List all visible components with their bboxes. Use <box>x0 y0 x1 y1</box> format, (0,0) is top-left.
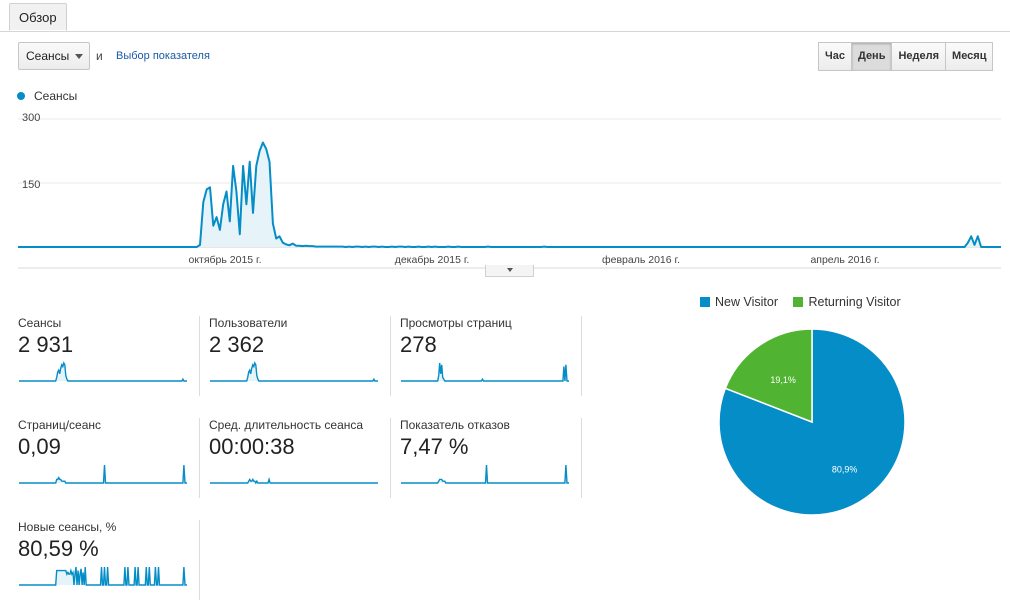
sparkline-line <box>19 361 187 382</box>
scorecard-label: Показатель отказов <box>400 418 510 432</box>
new-visitor-swatch-icon <box>700 297 710 307</box>
sparkline-line <box>401 464 569 484</box>
scorecard-value: 2 931 <box>18 332 74 357</box>
scorecard-bounce-rate[interactable]: Показатель отказов 7,47 % <box>400 418 582 498</box>
pie-legend-item: New Visitor <box>715 295 778 309</box>
chevron-down-icon <box>507 268 513 272</box>
granularity-month-button[interactable]: Месяц <box>945 42 994 71</box>
sparkline <box>19 361 187 382</box>
granularity-buttons: Час День Неделя Месяц <box>818 42 994 71</box>
collapse-chart-toggle[interactable] <box>485 265 534 277</box>
sparkline-area <box>401 363 569 381</box>
x-tick-label: февраль 2016 г. <box>602 254 680 266</box>
series-name: Сеансы <box>34 89 78 103</box>
sparkline <box>19 566 187 586</box>
x-tick-label: октябрь 2015 г. <box>188 254 261 266</box>
sparkline <box>19 464 187 484</box>
and-label: и <box>96 49 103 63</box>
sparkline-line <box>401 362 569 382</box>
scorecard-label: Пользователи <box>209 316 288 330</box>
scorecard-label: Сред. длительность сеанса <box>209 418 364 432</box>
x-tick-label: декабрь 2015 г. <box>395 254 470 266</box>
series-dot-icon <box>17 92 25 100</box>
tab-bar: Обзор <box>0 0 1010 32</box>
sparkline-line <box>210 361 378 382</box>
metric-select-value: Сеансы <box>26 49 70 63</box>
pie-legend: New Visitor Returning Visitor <box>700 295 901 309</box>
sparkline-area <box>19 363 187 381</box>
pie-slice-label: 19,1% <box>770 375 796 385</box>
scorecard-pages-per-session[interactable]: Страниц/сеанс 0,09 <box>18 418 200 498</box>
scorecard-avg-session-duration[interactable]: Сред. длительность сеанса 00:00:38 <box>209 418 391 498</box>
visitor-pie-chart[interactable]: 80,9% 19,1% <box>712 322 912 522</box>
granularity-hour-button[interactable]: Час <box>818 42 852 71</box>
scorecard-label: Сеансы <box>18 316 62 330</box>
chart-legend: Сеансы <box>17 89 77 103</box>
x-tick-label: апрель 2016 г. <box>810 254 879 266</box>
scorecard-users[interactable]: Пользователи 2 362 <box>209 316 391 396</box>
y-tick-label: 150 <box>22 179 40 191</box>
scorecard-pageviews[interactable]: Просмотры страниц 278 <box>400 316 582 396</box>
sparkline-area <box>210 363 378 381</box>
scorecard-value: 80,59 % <box>18 536 99 561</box>
scorecard-value: 2 362 <box>209 332 265 357</box>
sparkline-line <box>19 464 187 484</box>
chevron-down-icon <box>75 54 83 59</box>
granularity-week-button[interactable]: Неделя <box>891 42 947 71</box>
sparkline-area <box>19 567 187 585</box>
scorecard-value: 0,09 <box>18 434 61 459</box>
scorecard-value: 7,47 % <box>400 434 469 459</box>
pie-slice-label: 80,9% <box>832 465 858 475</box>
sparkline-line <box>19 566 187 586</box>
returning-visitor-swatch-icon <box>793 297 804 307</box>
sparkline <box>401 362 569 382</box>
scorecard-value: 278 <box>400 332 437 357</box>
scorecard-label: Новые сеансы, % <box>18 520 117 534</box>
scorecard-sessions[interactable]: Сеансы 2 931 <box>18 316 200 396</box>
sessions-line-chart[interactable]: 300 150 октябрь 2015 г. декабрь 2015 г. … <box>0 105 1010 270</box>
scorecard-value: 00:00:38 <box>209 434 295 459</box>
scorecard-label: Страниц/сеанс <box>18 418 102 432</box>
sparkline-area <box>210 479 378 483</box>
granularity-day-button[interactable]: День <box>850 42 893 71</box>
scorecard-new-sessions[interactable]: Новые сеансы, % 80,59 % <box>18 520 200 600</box>
scorecard-label: Просмотры страниц <box>400 316 512 330</box>
pie-slice[interactable] <box>724 328 813 424</box>
series-area <box>18 142 1001 247</box>
sparkline-line <box>210 476 378 485</box>
sparkline <box>210 476 378 485</box>
sparkline <box>210 361 378 382</box>
select-metric-link[interactable]: Выбор показателя <box>116 50 210 62</box>
y-tick-label: 300 <box>22 112 40 124</box>
metric-select[interactable]: Сеансы <box>18 42 90 70</box>
tab-overview[interactable]: Обзор <box>9 3 67 31</box>
pie-legend-item: Returning Visitor <box>808 295 901 309</box>
series-line <box>18 141 1001 248</box>
sparkline <box>401 464 569 484</box>
